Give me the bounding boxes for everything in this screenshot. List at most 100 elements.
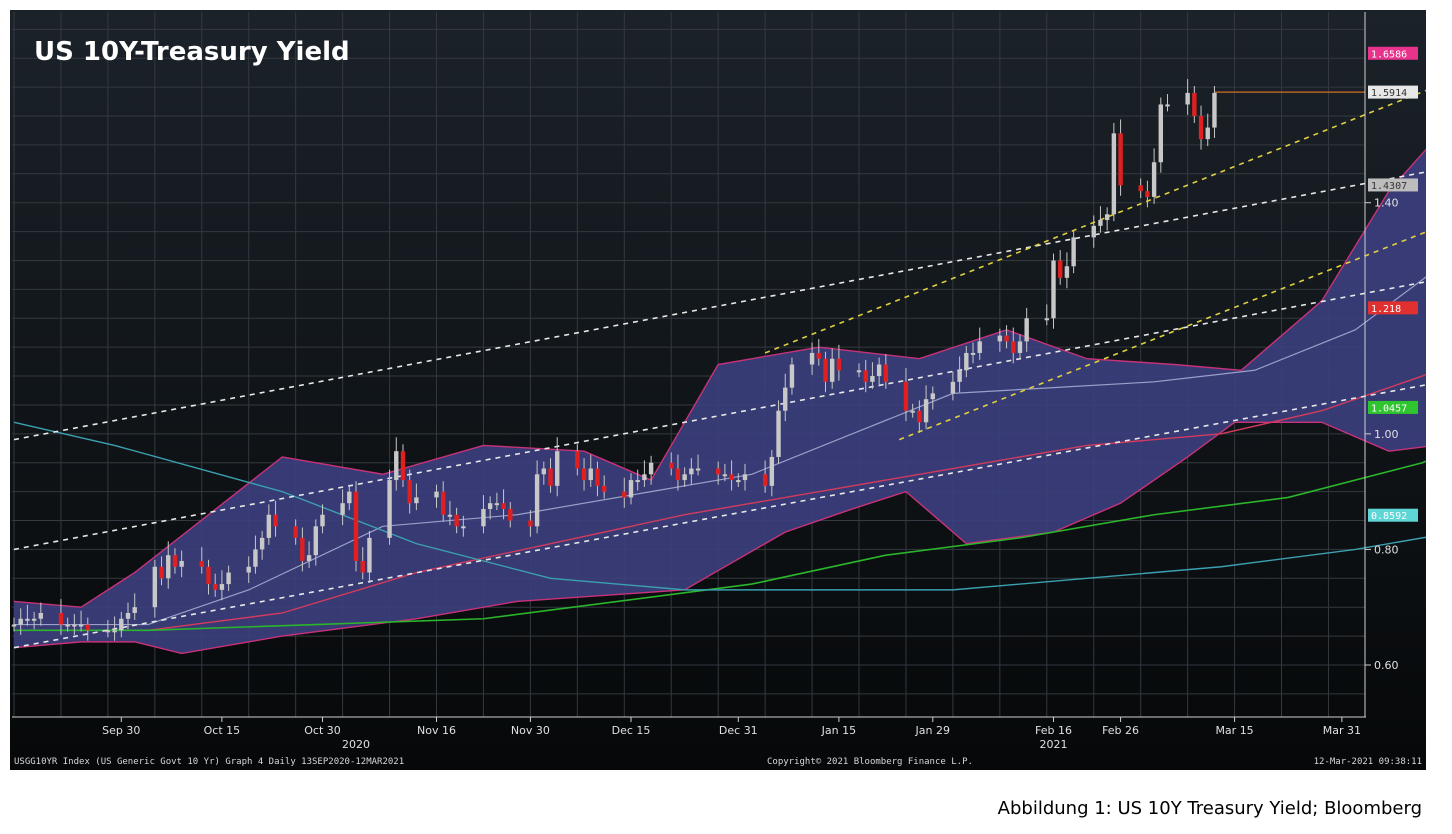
- footer-left: USGG10YR Index (US Generic Govt 10 Yr) G…: [14, 757, 404, 767]
- candle-body: [601, 485, 607, 492]
- candle-body: [112, 630, 117, 633]
- candle-body: [340, 503, 345, 515]
- candle-body: [132, 607, 137, 613]
- candle-body: [494, 503, 500, 506]
- x-tick-label: Dec 31: [719, 724, 758, 737]
- candle-body: [18, 618, 23, 625]
- candle-body: [125, 612, 131, 619]
- candle-body: [387, 480, 392, 538]
- candle-body: [977, 341, 982, 353]
- y-tick-label: 1.00: [1374, 428, 1399, 441]
- candle-body: [776, 410, 781, 457]
- candle-body: [179, 560, 184, 567]
- bollinger-band: [13, 148, 1426, 655]
- candle-body: [534, 474, 540, 527]
- value-label-text: 0.8592: [1371, 511, 1407, 522]
- candle-body: [910, 410, 915, 413]
- candle-body: [836, 358, 842, 371]
- candle-body: [957, 370, 962, 382]
- candle-body: [1111, 133, 1117, 215]
- value-label-box: [1368, 400, 1418, 414]
- candle-body: [293, 526, 298, 538]
- candle-body: [414, 497, 419, 504]
- value-label-text: 1.4307: [1371, 181, 1407, 192]
- x-tick-label: Sep 30: [102, 724, 140, 737]
- candle-body: [769, 456, 775, 486]
- candle-body: [588, 468, 593, 481]
- candle-body: [930, 393, 935, 400]
- candle-body: [1165, 104, 1170, 107]
- candle-body: [809, 352, 815, 365]
- candle-body: [695, 468, 701, 471]
- candle-body: [1145, 191, 1150, 197]
- candle-body: [675, 468, 681, 481]
- x-tick-label: Mar 15: [1215, 724, 1253, 737]
- year-label: 2020: [342, 738, 370, 751]
- candle-body: [159, 566, 164, 579]
- candle-body: [353, 491, 359, 561]
- bollinger-lower-line: [13, 421, 1426, 655]
- value-label-box: [1368, 85, 1418, 99]
- candle-body: [407, 480, 412, 504]
- value-label-box: [1368, 46, 1418, 60]
- candle-body: [1051, 260, 1056, 319]
- x-tick-label: Oct 30: [304, 724, 341, 737]
- candle-body: [1058, 260, 1063, 278]
- year-label: 2021: [1040, 738, 1068, 751]
- candle-body: [1024, 318, 1029, 342]
- candle-body: [152, 566, 158, 608]
- candle-body: [219, 584, 225, 590]
- value-label-box: [1368, 301, 1418, 315]
- value-label-text: 1.5914: [1371, 88, 1407, 99]
- candle-body: [501, 503, 506, 509]
- x-tick-label: Nov 16: [417, 724, 456, 737]
- trend-line-2: [13, 384, 1426, 649]
- candle-body: [246, 566, 251, 573]
- value-label-text: 1.0457: [1371, 403, 1407, 414]
- candle-body: [253, 549, 258, 567]
- candle-body: [360, 560, 365, 573]
- candle-body: [964, 352, 969, 371]
- candle-body: [997, 335, 1003, 342]
- yield-chart: Sep 30 Oct 15 Oct 30 Nov 16 Nov 30 Dec 15 Dec …: [10, 10, 1426, 770]
- candle-body: [300, 537, 305, 561]
- candle-body: [206, 566, 211, 585]
- candle-body: [1212, 92, 1217, 128]
- x-tick-label: Dec 15: [612, 724, 651, 737]
- candle-body: [119, 618, 124, 631]
- candle-body: [1064, 266, 1070, 278]
- y-tick-label: 0.80: [1374, 543, 1399, 556]
- trend-line-4: [898, 231, 1426, 441]
- candle-body: [883, 364, 889, 382]
- candle-body: [642, 474, 647, 481]
- candle-body: [595, 468, 600, 486]
- bollinger-upper-line: [13, 148, 1426, 608]
- candle-body: [876, 364, 882, 377]
- chart-title: US 10Y-Treasury Yield: [34, 37, 350, 67]
- candle-body: [441, 491, 446, 515]
- candle-body: [306, 555, 312, 561]
- candle-body: [25, 618, 30, 621]
- candle-body: [581, 468, 587, 481]
- candle-body: [548, 468, 553, 486]
- value-label-text: 1.6586: [1371, 49, 1407, 60]
- candle-body: [648, 462, 654, 475]
- candle-body: [635, 480, 640, 483]
- x-tick-label: Feb 16: [1035, 724, 1072, 737]
- candle-body: [212, 584, 218, 590]
- x-tick-label: Jan 15: [821, 724, 856, 737]
- candle-body: [1044, 318, 1049, 321]
- candle-body: [682, 474, 687, 481]
- candle-body: [1198, 116, 1204, 140]
- candle-body: [1017, 341, 1023, 353]
- candle-body: [172, 555, 178, 567]
- value-label-box: [1368, 508, 1418, 522]
- candle-body: [1004, 335, 1009, 342]
- chart-frame: Sep 30 Oct 15 Oct 30 Nov 16 Nov 30 Dec 15 Dec …: [10, 10, 1426, 770]
- candle-body: [481, 508, 486, 527]
- x-tick-label: Jan 29: [915, 724, 950, 737]
- candle-body: [736, 480, 741, 483]
- bollinger-fill: [14, 149, 1426, 654]
- candle-body: [347, 491, 352, 504]
- candle-body: [863, 370, 868, 382]
